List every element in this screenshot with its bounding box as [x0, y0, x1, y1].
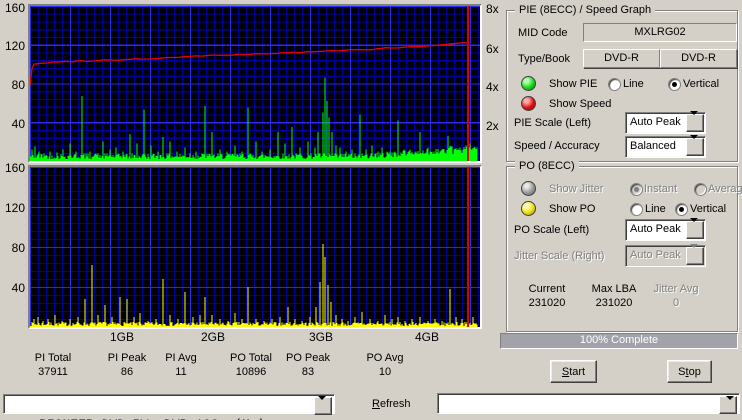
po-scale-combobox[interactable]: Auto Peak [625, 218, 706, 241]
speed-accuracy-value: Balanced [630, 140, 676, 152]
show-pie-led-button[interactable] [521, 76, 536, 91]
stat-label: PI Peak [107, 352, 147, 364]
po-panel-title: PO (8ECC) [515, 160, 579, 172]
show-jitter-label: Show Jitter [549, 183, 604, 195]
pie-vertical-label: Vertical [683, 78, 720, 90]
max-lba-value: 231020 [595, 297, 633, 309]
stat-label: PI Avg [165, 352, 197, 364]
po-graph-grid [30, 167, 480, 327]
stat-value: 10896 [235, 366, 267, 378]
po-axis-tick: 160 [4, 161, 25, 175]
jitter-avg-label: Jitter Avg [653, 283, 699, 295]
jitter-scale-value: Auto Peak [630, 249, 681, 261]
pie-axis-tick: 160 [4, 1, 25, 15]
dropdown-arrow-icon[interactable] [719, 396, 737, 419]
pie-line-radio[interactable] [608, 78, 621, 91]
pie-scale-value: Auto Peak [630, 116, 681, 128]
stat-value: 11 [175, 366, 187, 378]
stat-value: 10 [378, 366, 392, 378]
po-scale-value: Auto Peak [630, 223, 681, 235]
dropdown-arrow-icon[interactable] [314, 396, 332, 419]
jitter-scale-label: Jitter Scale (Right) [514, 250, 605, 262]
pie-axis-tick: 120 [4, 39, 25, 53]
pie-axis-tick: 40 [11, 117, 25, 131]
current-value: 231020 [528, 297, 566, 309]
show-po-led-button[interactable] [521, 201, 536, 216]
stat-label: PO Peak [285, 352, 331, 364]
dropdown-arrow-icon[interactable] [686, 135, 704, 156]
start-button[interactable]: Start [550, 360, 597, 383]
dropdown-arrow-icon[interactable] [686, 218, 704, 239]
stat-label: PO Total [230, 352, 272, 364]
max-lba-label: Max LBA [591, 283, 637, 295]
advanced-commands-value: ADVANCED COMMANDS [534, 418, 674, 420]
stop-button[interactable]: Stop [667, 360, 712, 383]
show-speed-label: Show Speed [549, 98, 612, 110]
pie-speed-graph [28, 4, 482, 163]
pie-scale-label: PIE Scale (Left) [514, 117, 592, 129]
speed-axis-tick: 8x [486, 2, 499, 16]
pie-panel: PIE (8ECC) / Speed Graph [506, 4, 738, 162]
stat-label: PO Avg [366, 352, 404, 364]
po-vertical-label: Vertical [690, 203, 727, 215]
pie-scale-combobox[interactable]: Auto Peak [625, 111, 706, 134]
dropdown-arrow-icon[interactable] [686, 111, 704, 132]
speed-axis-tick: 4x [486, 80, 499, 94]
po-graph-plot [30, 167, 478, 327]
pie-vertical-radio[interactable] [668, 78, 681, 91]
mid-code-field: MXLRG02 [583, 23, 737, 42]
current-label: Current [528, 283, 566, 295]
dropdown-arrow-icon [686, 244, 704, 265]
stat-value: 37911 [38, 366, 68, 378]
po-axis-tick: 80 [11, 241, 25, 255]
type-book-field: DVD-R [583, 49, 660, 68]
jitter-avg-value: 0 [672, 297, 680, 309]
refresh-button[interactable]: Refresh [372, 398, 411, 410]
pie-graph-plot [30, 6, 478, 161]
progress-bar-text: 100% Complete [501, 334, 737, 348]
po-axis-tick: 120 [4, 201, 25, 215]
show-pie-label: Show PIE [549, 78, 598, 90]
po-panel: PO (8ECC) [506, 160, 738, 332]
mid-code-label: MID Code [518, 27, 568, 39]
stat-value: 83 [301, 366, 315, 378]
speed-axis-tick: 2x [486, 119, 499, 133]
pie-line-label: Line [623, 78, 644, 90]
pie-graph-grid [30, 6, 480, 161]
jitter-instant-label: Instant [644, 183, 678, 195]
drive-combobox-value: PIONEER DVD-RW DVR-108 (M:) [39, 417, 265, 420]
drive-combobox[interactable]: PIONEER DVD-RW DVR-108 (M:) [3, 394, 335, 420]
jitter-average-radio [694, 183, 707, 196]
jitter-scale-combobox: Auto Peak [625, 244, 706, 267]
jitter-average-label: Average [708, 183, 742, 195]
po-scale-label: PO Scale (Left) [514, 224, 590, 236]
x-axis-tick: 4GB [414, 330, 439, 344]
speed-axis-tick: 6x [486, 42, 499, 56]
stat-value: 86 [120, 366, 134, 378]
pie-axis-tick: 80 [11, 78, 25, 92]
po-line-label: Line [645, 203, 666, 215]
po-axis-tick: 40 [11, 281, 25, 295]
stat-label: PI Total [34, 352, 72, 364]
po-vertical-radio[interactable] [675, 203, 688, 216]
type-book-field: DVD-R [660, 49, 737, 68]
x-axis-tick: 1GB [109, 330, 134, 344]
progress-bar: 100% Complete [500, 333, 738, 349]
po-graph [28, 165, 482, 329]
advanced-commands-combobox[interactable]: ADVANCED COMMANDS [437, 393, 740, 420]
speed-accuracy-combobox[interactable]: Balanced [625, 135, 706, 158]
type-book-label: Type/Book [518, 53, 570, 65]
show-jitter-led-button [521, 181, 536, 196]
jitter-instant-radio [630, 183, 643, 196]
po-line-radio[interactable] [630, 203, 643, 216]
x-axis-tick: 2GB [200, 330, 225, 344]
pie-panel-title: PIE (8ECC) / Speed Graph [515, 4, 656, 16]
show-po-label: Show PO [549, 203, 596, 215]
speed-accuracy-label: Speed / Accuracy [514, 140, 600, 152]
x-axis-tick: 3GB [308, 330, 333, 344]
show-speed-led-button[interactable] [521, 96, 536, 111]
